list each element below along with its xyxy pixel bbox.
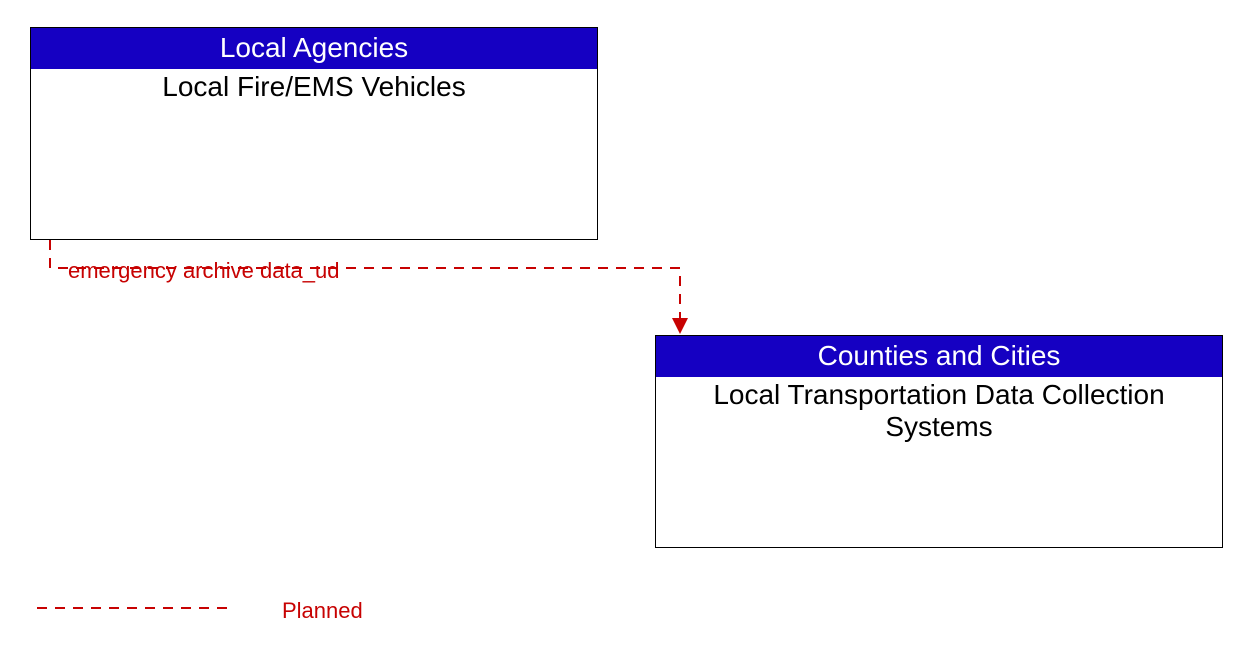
node-local-agencies: Local Agencies Local Fire/EMS Vehicles (30, 27, 598, 240)
node-body-counties-cities: Local Transportation Data Collection Sys… (656, 377, 1222, 443)
node-header-counties-cities: Counties and Cities (656, 336, 1222, 377)
node-header-local-agencies: Local Agencies (31, 28, 597, 69)
legend-label-planned: Planned (282, 598, 363, 624)
edge-label-emergency-archive: emergency archive data_ud (68, 258, 340, 284)
node-counties-cities: Counties and Cities Local Transportation… (655, 335, 1223, 548)
node-body-local-agencies: Local Fire/EMS Vehicles (31, 69, 597, 103)
